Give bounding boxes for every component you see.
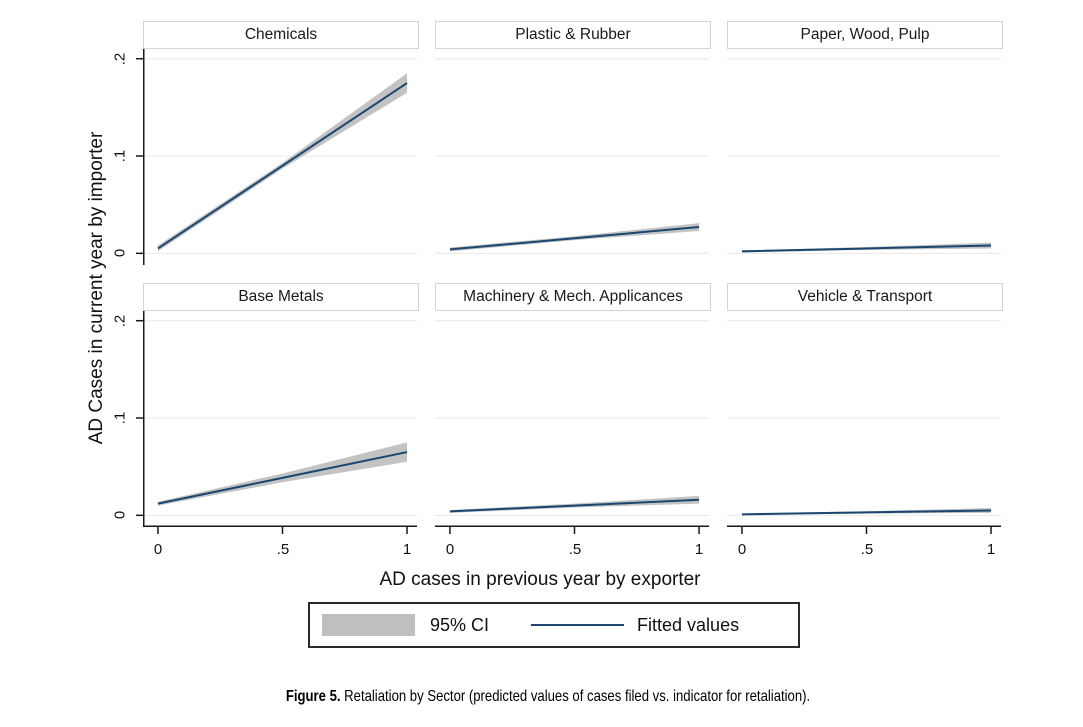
caption-text: Retaliation by Sector (predicted values … [340, 688, 811, 705]
legend-box: 95% CI Fitted values [308, 602, 800, 648]
panel-title-plastic-rubber: Plastic & Rubber [435, 21, 711, 49]
figure-caption: Figure 5. Retaliation by Sector (predict… [286, 688, 810, 706]
x-tick-label-0-col2: 0 [445, 541, 455, 558]
caption-figure-number: Figure 5. [285, 688, 341, 705]
fitted-line [741, 509, 992, 516]
y-tick-label-p2-row1: .2 [111, 52, 129, 66]
panel-title-vehicle-transport: Vehicle & Transport [727, 283, 1003, 311]
x-tick-label-1-col3: 1 [986, 541, 996, 558]
plot-svg [727, 320, 1001, 534]
panel-title-base-metals: Base Metals [143, 283, 419, 311]
panel-title-chemicals: Chemicals [143, 21, 419, 49]
panel-plot-base-metals [136, 310, 417, 534]
panel-title-machinery: Machinery & Mech. Applicances [435, 283, 711, 311]
legend-label-ci: 95% CI [430, 614, 490, 635]
fitted-line [449, 498, 700, 513]
x-tick-label-p5-col1: .5 [276, 541, 290, 558]
plot-svg [727, 58, 1001, 254]
x-tick-label-1-col1: 1 [402, 541, 412, 558]
y-tick-label-0-row2: 0 [111, 510, 129, 520]
fitted-line [449, 226, 700, 251]
legend-label-fitted: Fitted values [637, 614, 740, 635]
x-tick-label-p5-col2: .5 [568, 541, 582, 558]
fitted-line-swatch [531, 624, 625, 626]
y-axis-title: AD Cases in current year by importer [86, 131, 107, 445]
ci-band-swatch [322, 614, 415, 636]
plot-svg [136, 310, 417, 534]
y-tick-label-p1-row1: .1 [111, 149, 129, 163]
panel-plot-chemicals [136, 48, 417, 265]
y-tick-label-p1-row2: .1 [111, 411, 129, 425]
plot-svg [136, 48, 417, 265]
x-tick-label-1-col2: 1 [694, 541, 704, 558]
plot-svg [435, 58, 709, 254]
panel-plot-plastic-rubber [435, 48, 709, 265]
x-tick-label-0-col1: 0 [153, 541, 163, 558]
fitted-line [157, 451, 408, 505]
x-tick-label-p5-col3: .5 [860, 541, 874, 558]
y-tick-label-p2-row2: .2 [111, 314, 129, 328]
y-tick-label-0-row1: 0 [111, 248, 129, 258]
fitted-line [157, 82, 408, 250]
x-axis-title: AD cases in previous year by exporter [379, 569, 701, 590]
panel-title-paper-wood-pulp: Paper, Wood, Pulp [727, 21, 1003, 49]
x-tick-label-0-col3: 0 [737, 541, 747, 558]
plot-svg [435, 320, 709, 534]
panel-plot-vehicle-transport [727, 310, 1001, 534]
panel-plot-machinery [435, 310, 709, 534]
fitted-line [741, 244, 992, 253]
panel-plot-paper-wood-pulp [727, 48, 1001, 265]
